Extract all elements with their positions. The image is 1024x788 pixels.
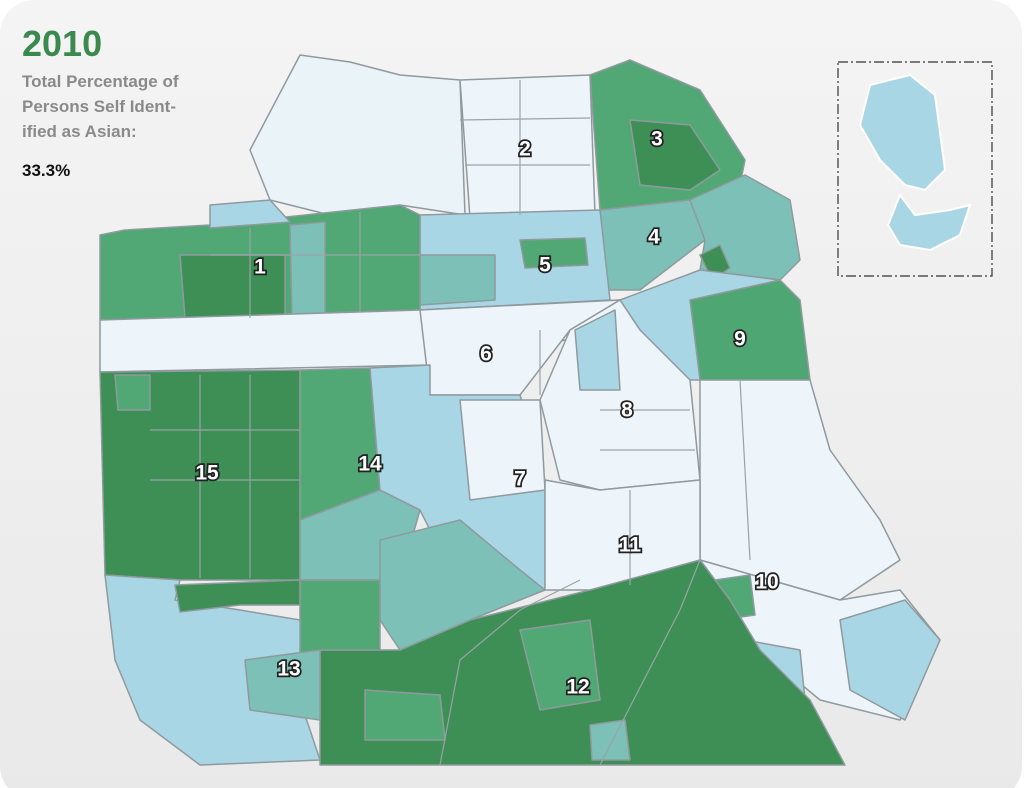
inset-frame <box>837 61 993 277</box>
district-label: 2 <box>519 138 531 161</box>
district-3-core <box>629 119 721 191</box>
region <box>249 54 466 216</box>
district-12-part <box>519 619 601 711</box>
map <box>99 54 941 766</box>
district-12-part <box>589 719 631 761</box>
district-label: 9 <box>734 328 746 351</box>
district-labels: 1 2 3 4 5 6 7 8 9 10 11 12 13 14 15 <box>194 126 781 701</box>
district-label: 8 <box>621 399 633 422</box>
street-grid <box>150 80 751 766</box>
district-1-core <box>179 254 286 319</box>
district-1-part <box>209 199 291 229</box>
street <box>459 117 591 121</box>
district-label: 7 <box>514 468 526 491</box>
district-13-part <box>174 579 301 613</box>
district-7-part <box>459 399 546 501</box>
district-label: 13 <box>277 658 300 681</box>
district-5-part <box>419 254 496 306</box>
district-label: 10 <box>755 571 778 594</box>
district-label: 6 <box>480 343 492 366</box>
district-12-part <box>364 689 446 741</box>
yerba-buena-island <box>886 192 972 252</box>
district-5-part <box>519 237 589 269</box>
district-label: 15 <box>195 462 219 485</box>
district-label: 14 <box>358 453 382 476</box>
district-label: 3 <box>651 128 663 151</box>
description-line: Persons Self Ident- <box>22 97 176 116</box>
street <box>739 379 751 561</box>
description-line: ified as Asian: <box>22 122 137 141</box>
total-value: 33.3% <box>22 161 70 180</box>
street <box>439 579 581 766</box>
street <box>599 559 701 766</box>
district-label: 4 <box>648 226 660 249</box>
district-label: 5 <box>539 254 551 277</box>
title: 2010 <box>22 23 102 64</box>
inset <box>837 61 993 277</box>
treasure-island <box>858 73 947 192</box>
district-label: 11 <box>619 534 642 557</box>
description-line: Total Percentage of <box>22 72 179 91</box>
district-label: 1 <box>254 256 266 279</box>
district-label: 12 <box>566 676 589 699</box>
district-8-part <box>574 309 621 391</box>
district-13-part <box>244 649 321 721</box>
region <box>379 519 546 651</box>
district-10-part <box>839 599 941 721</box>
district-15-part <box>114 374 151 411</box>
district-1-part <box>289 221 326 317</box>
